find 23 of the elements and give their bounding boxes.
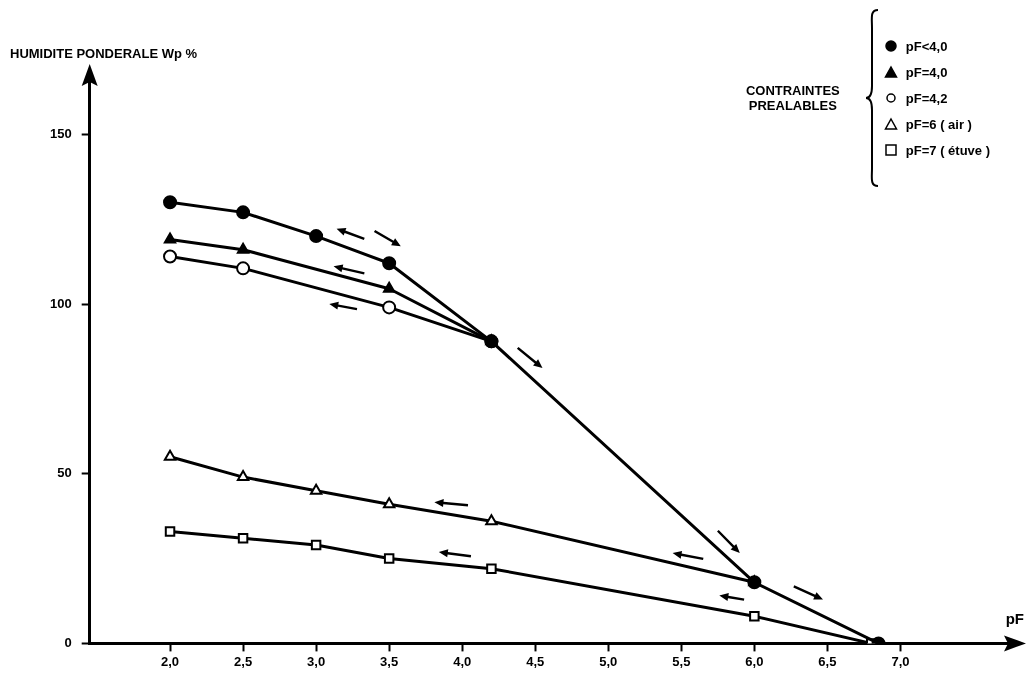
y-tick-label: 100 <box>49 295 72 311</box>
x-tick-label: 4,5 <box>526 653 545 669</box>
legend-label: pF=4,2 <box>905 90 948 106</box>
x-tick-label: 3,0 <box>307 653 326 669</box>
x-tick-label: 7,0 <box>891 653 910 669</box>
x-tick-label: 5,0 <box>599 653 618 669</box>
x-tick-label: 5,5 <box>672 653 691 669</box>
x-tick-label: 2,0 <box>161 653 180 669</box>
x-tick-label: 4,0 <box>453 653 472 669</box>
legend-title: CONTRAINTES PREALABLES <box>744 83 841 113</box>
y-tick-label: 0 <box>64 634 72 650</box>
legend-label: pF=6 ( air ) <box>905 116 972 132</box>
x-axis-title: pF <box>1005 610 1024 627</box>
x-tick-label: 6,5 <box>818 653 837 669</box>
legend-label: pF<4,0 <box>905 38 948 54</box>
y-tick-label: 50 <box>57 465 72 481</box>
x-tick-label: 3,5 <box>380 653 399 669</box>
y-axis-title: HUMIDITE PONDERALE Wp % <box>10 46 198 61</box>
legend-label: pF=7 ( étuve ) <box>905 142 990 158</box>
x-tick-label: 6,0 <box>745 653 764 669</box>
y-tick-label: 150 <box>49 125 72 141</box>
x-tick-label: 2,5 <box>234 653 253 669</box>
legend-label: pF=4,0 <box>905 64 948 80</box>
